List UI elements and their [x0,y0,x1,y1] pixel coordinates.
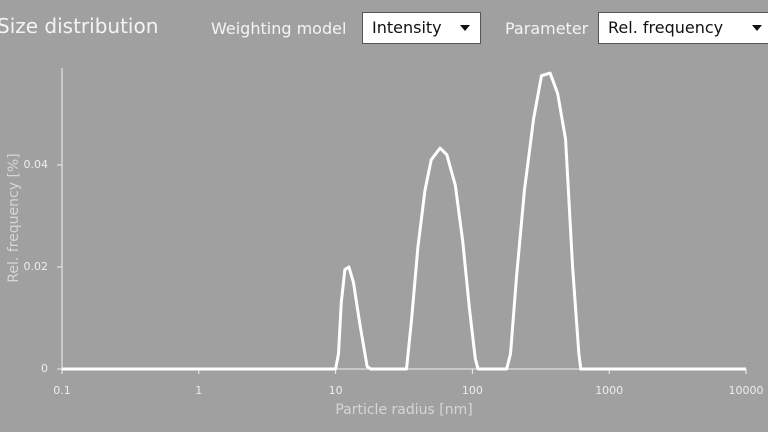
parameter-dropdown[interactable]: Rel. frequency [598,12,768,44]
x-tick-label: 100 [462,384,483,397]
y-tick-label: 0.04 [24,158,49,171]
distribution-line [62,71,746,371]
weighting-value: Intensity [372,18,442,37]
y-tick-label: 0.02 [24,260,49,273]
x-tick-label: 1 [195,384,202,397]
panel-title: Size distribution [0,14,159,38]
dropdown-arrow [460,25,470,31]
x-tick-label: 10000 [729,384,764,397]
weighting-label: Weighting model [211,19,347,38]
parameter-label: Parameter [505,19,589,38]
x-axis-label: Particle radius [nm] [335,402,472,418]
y-tick-label: 0 [41,362,48,375]
x-tick-label: 0.1 [53,384,71,397]
parameter-value: Rel. frequency [608,18,724,37]
dropdown-arrow [752,25,762,31]
weighting-dropdown[interactable]: Intensity [362,12,481,44]
x-tick-label: 10 [329,384,343,397]
y-axis-label: Rel. frequency [%] [6,153,22,282]
x-tick-label: 1000 [595,384,623,397]
